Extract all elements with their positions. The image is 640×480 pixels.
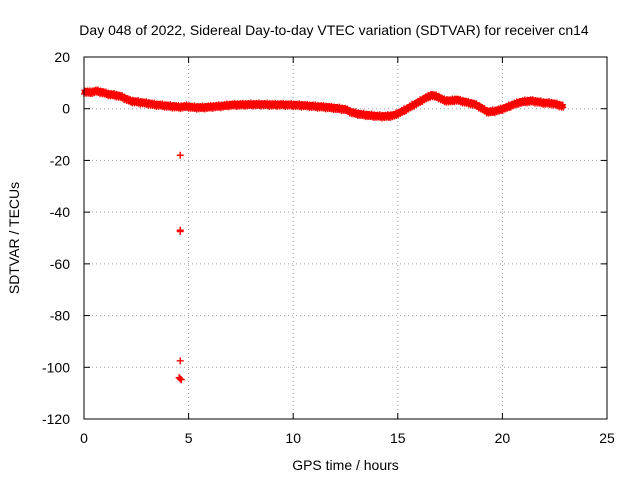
x-tick-label: 25 xyxy=(599,430,615,446)
data-point xyxy=(176,228,184,236)
axes: 0 5 10 15 20 25 -120 -100 -80 -60 -40 -20 0 20 xyxy=(42,49,615,446)
y-tick-label: -60 xyxy=(50,256,70,272)
data-point xyxy=(177,376,185,384)
y-tick-label: -120 xyxy=(42,411,70,427)
data-point xyxy=(560,104,567,111)
data-points xyxy=(81,86,567,384)
data-point xyxy=(176,151,184,159)
y-tick-label: -100 xyxy=(42,359,70,375)
y-tick-label: 0 xyxy=(62,101,70,117)
x-tick-label: 0 xyxy=(80,430,88,446)
y-tick-label: -80 xyxy=(50,308,70,324)
x-tick-label: 20 xyxy=(495,430,511,446)
x-tick-label: 5 xyxy=(185,430,193,446)
x-tick-label: 10 xyxy=(285,430,301,446)
plot-frame xyxy=(83,56,608,420)
chart-title: Day 048 of 2022, Sidereal Day-to-day VTE… xyxy=(79,22,589,38)
data-point xyxy=(176,357,184,365)
y-tick-label: -20 xyxy=(50,152,70,168)
x-tick-label: 15 xyxy=(390,430,406,446)
data-point xyxy=(176,375,184,383)
y-axis-title: SDTVAR / TECUs xyxy=(6,182,22,294)
y-tick-label: -40 xyxy=(50,204,70,220)
y-tick-label: 20 xyxy=(54,49,70,65)
x-axis-title: GPS time / hours xyxy=(292,457,399,473)
